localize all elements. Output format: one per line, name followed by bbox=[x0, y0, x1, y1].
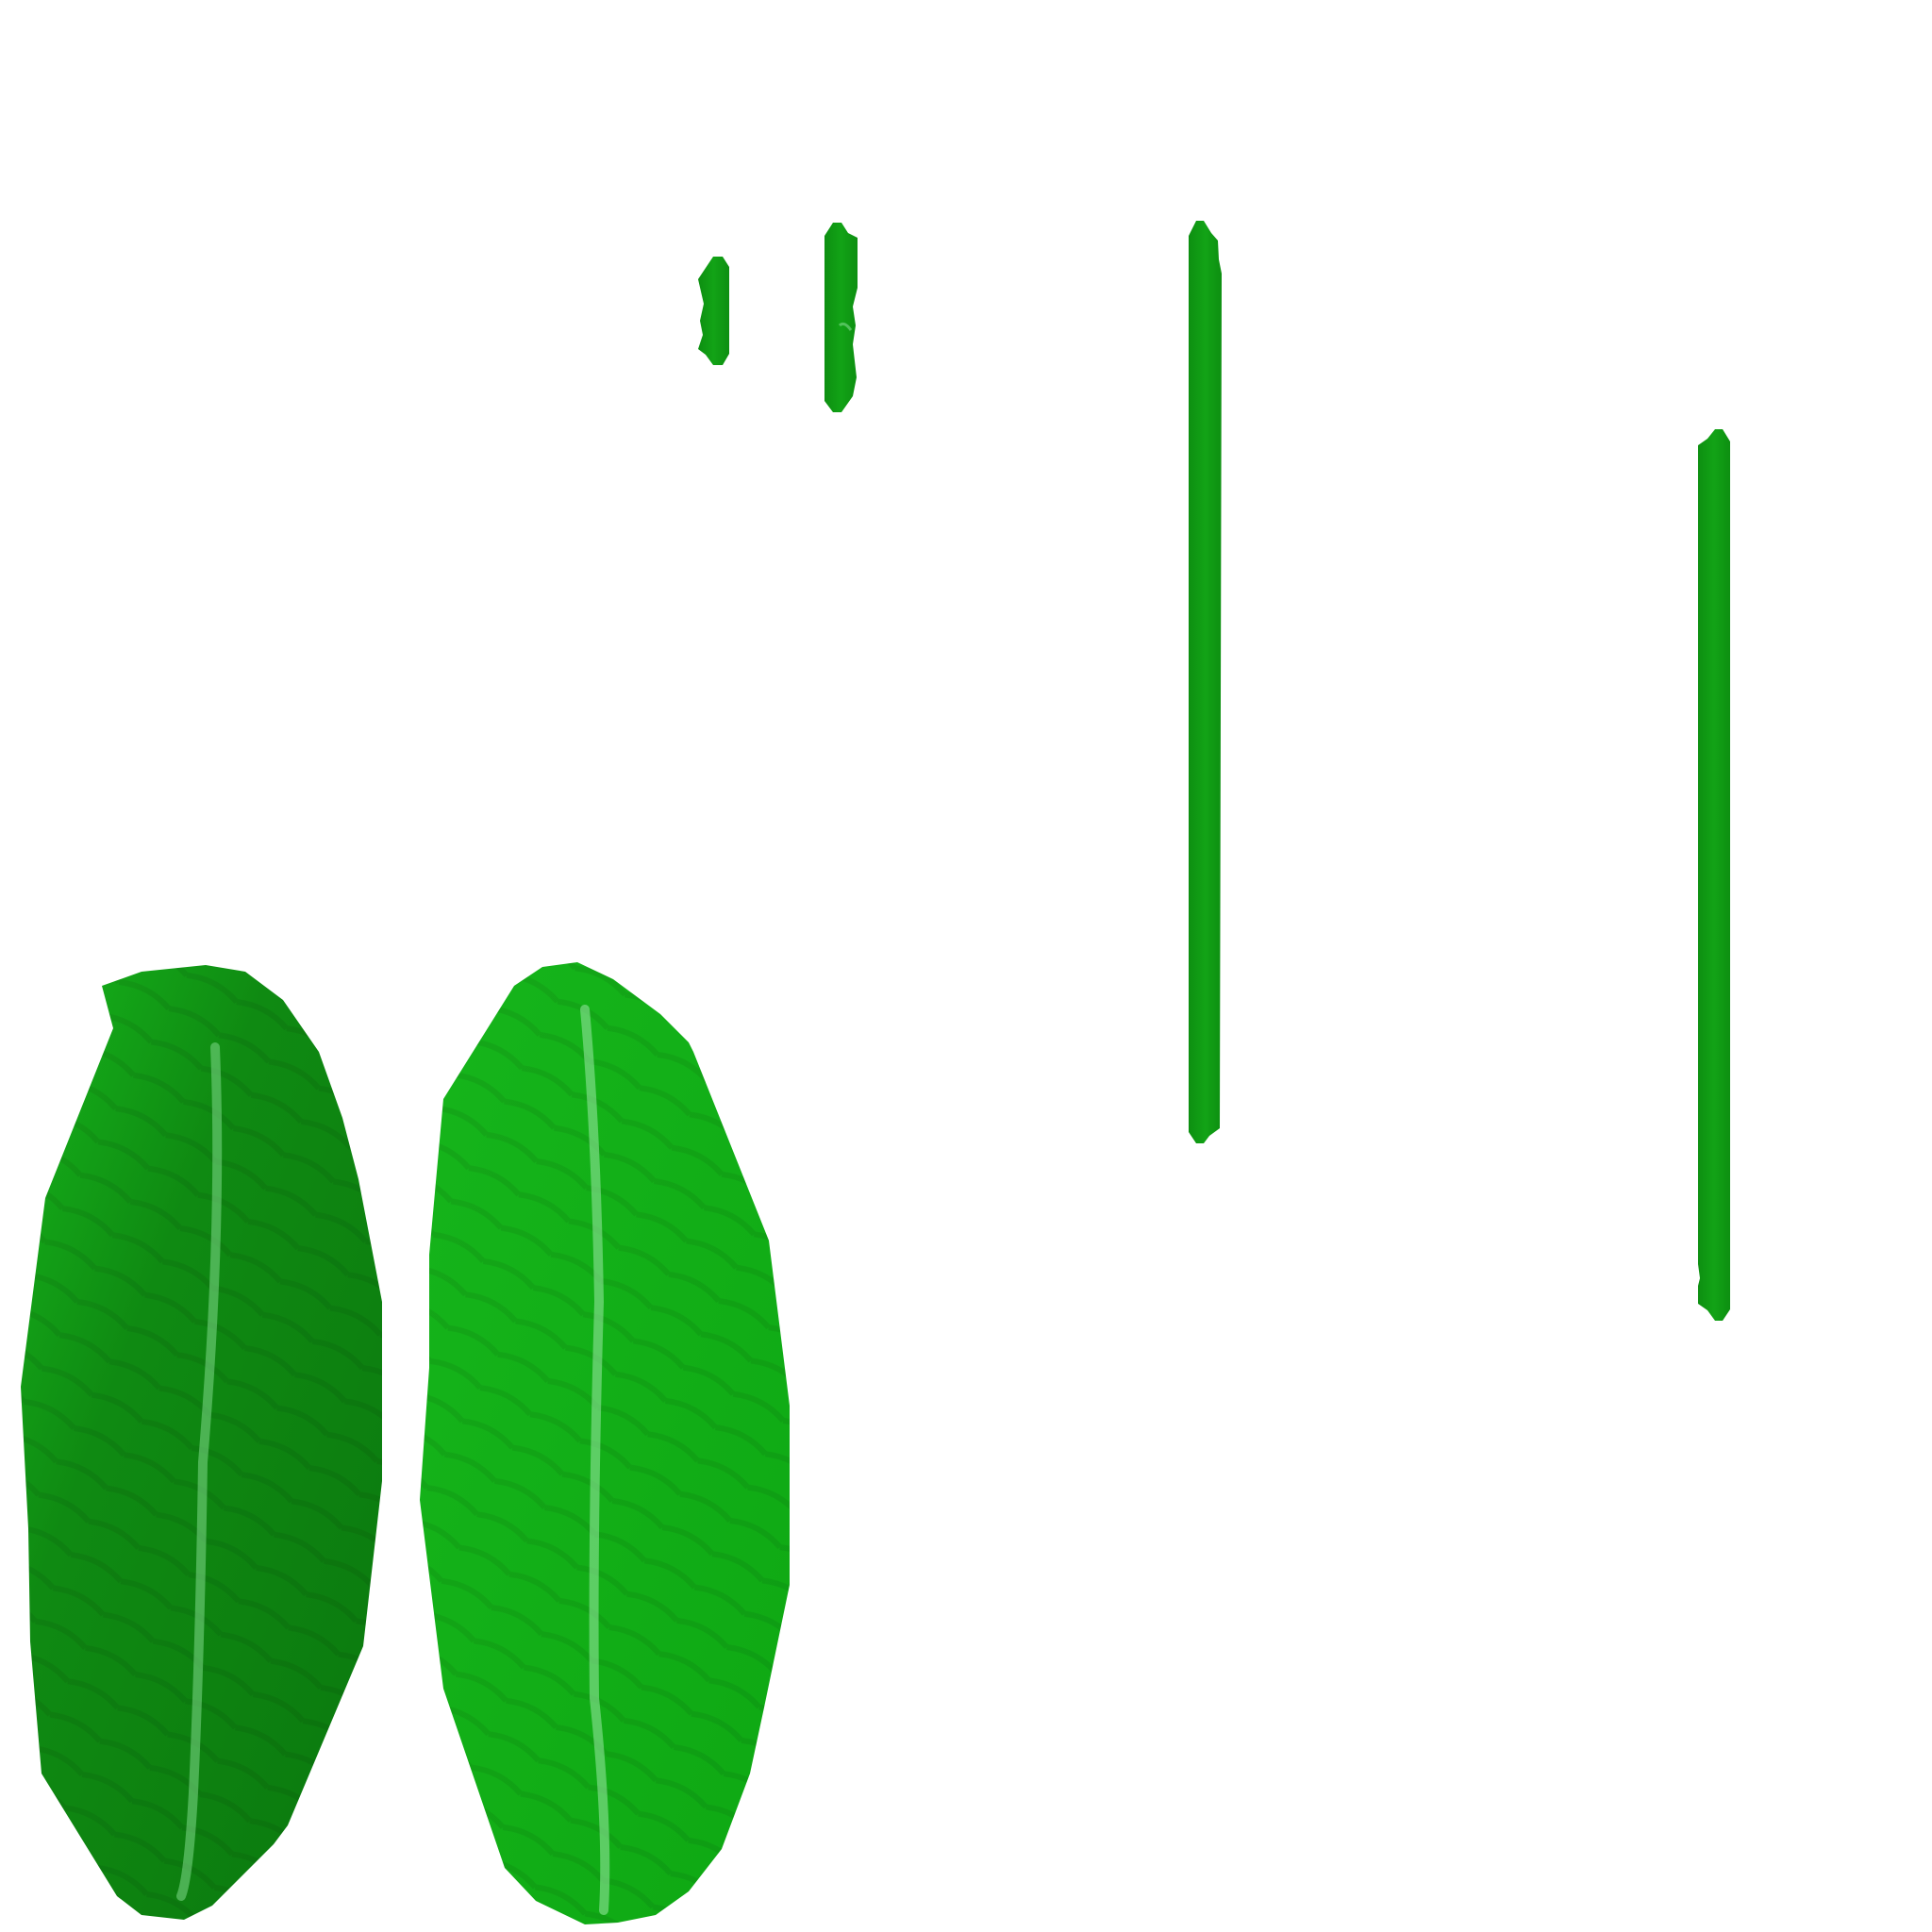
stem-medium bbox=[824, 223, 858, 412]
leaf-blade-dark bbox=[21, 965, 382, 1920]
stem-long bbox=[1189, 221, 1222, 1143]
stem-tall-shape bbox=[1698, 429, 1730, 1321]
leaf-blade-bright bbox=[420, 962, 790, 1924]
leaf-bright-midrib bbox=[580, 1005, 610, 1915]
stem-medium-shape bbox=[824, 223, 858, 412]
stem-long-shape bbox=[1189, 221, 1222, 1143]
leaf-dark-midrib bbox=[176, 1042, 223, 1901]
stem-short bbox=[698, 257, 729, 365]
stem-tall bbox=[1698, 429, 1730, 1321]
stem-medium-highlight bbox=[838, 322, 853, 331]
leaf-bright-ribs bbox=[420, 962, 790, 1924]
stem-short-shape bbox=[698, 257, 729, 365]
